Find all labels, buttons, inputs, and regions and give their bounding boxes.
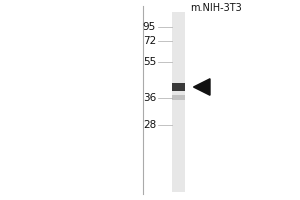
Text: 72: 72: [143, 36, 156, 46]
Text: 28: 28: [143, 120, 156, 130]
Text: 36: 36: [143, 93, 156, 103]
Text: 95: 95: [143, 22, 156, 32]
Bar: [172, 95, 185, 100]
Text: 55: 55: [143, 57, 156, 67]
Polygon shape: [194, 79, 210, 95]
Text: m.NIH-3T3: m.NIH-3T3: [190, 3, 242, 13]
Bar: [172, 12, 185, 192]
Bar: [172, 83, 185, 91]
